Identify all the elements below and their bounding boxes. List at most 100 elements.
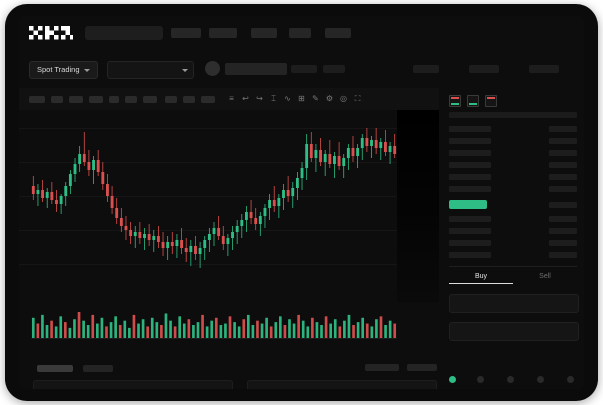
market-header-bar: Spot Trading [19,50,584,88]
timeframe-15m[interactable] [69,96,83,103]
undo-icon[interactable]: ↩ [242,94,249,103]
tablet-device-frame: Spot Trading [5,4,598,401]
fullscreen-icon[interactable]: ⛶ [354,94,361,103]
tab-order-history[interactable] [83,365,113,372]
order-book-row[interactable] [449,216,491,222]
order-book-row-amount [549,126,577,132]
bottom-content-box-right [247,380,437,389]
timeframe-4h[interactable] [109,96,119,103]
draw-icon[interactable]: ✎ [312,94,319,103]
nav-item-markets[interactable] [209,28,237,38]
order-book-row-amount [549,138,577,144]
stat-24h-volume [469,65,499,73]
amount-field[interactable] [449,322,579,341]
chart-toolbar: ≡ ↩ ↪ ⌶ ∿ ⊞ ✎ ⚙ ◎ ⛶ [19,88,439,111]
okx-logo[interactable] [29,25,73,40]
mid-price-amount [549,202,577,208]
coin-avatar [205,61,220,76]
top-navigation-bar [19,16,584,50]
order-book-row-amount [549,174,577,180]
both-depth-icon[interactable] [449,95,461,107]
slider-dot-3[interactable] [537,376,544,383]
slider-dot-1[interactable] [477,376,484,383]
settings-icon[interactable]: ⚙ [325,94,334,103]
candlestick-series [31,128,397,268]
slider-dot-4[interactable] [567,376,574,383]
gridline [19,128,439,129]
chevron-down-icon [83,68,90,72]
stat-24h-low [413,65,439,73]
stat-24h-change [291,65,317,73]
bottom-content-box-left [33,380,233,389]
order-book-and-trade-panel: Buy Sell [441,88,584,389]
order-book-row-amount [549,228,577,234]
order-book-row[interactable] [449,138,491,144]
order-book-row-amount [549,252,577,258]
nav-item-trade[interactable] [171,28,201,38]
buy-depth-icon[interactable] [467,95,479,107]
nav-item-web3[interactable] [289,28,311,38]
candle-type-icon[interactable]: ⌶ [271,94,276,103]
order-book-row[interactable] [449,228,491,234]
order-book-row[interactable] [449,240,491,246]
chart-render-artifact [397,110,439,302]
order-book-row-amount [549,216,577,222]
bottom-right-tab-2[interactable] [407,364,437,371]
chart-tab-depth[interactable] [201,96,215,103]
gridline [19,264,439,265]
timeframe-1d[interactable] [125,96,137,103]
price-chart-panel[interactable] [19,110,439,358]
order-book-row[interactable] [449,252,491,258]
order-book-row[interactable] [449,174,491,180]
tab-sell[interactable]: Sell [539,273,551,280]
amount-slider[interactable] [449,376,577,384]
order-book-row-amount [549,186,577,192]
stat-24h-turnover [529,65,559,73]
timeframe-more[interactable] [165,96,177,103]
market-type-selector[interactable]: Spot Trading [29,61,98,79]
indicator-icon[interactable]: ∿ [284,94,291,103]
buy-sell-tabs: Buy Sell [449,270,577,284]
divider [449,266,577,267]
market-type-label: Spot Trading [37,65,80,74]
order-book-column-headers [449,112,577,118]
order-book-row[interactable] [449,162,491,168]
mid-price-indicator [449,200,487,209]
slider-dot-2[interactable] [507,376,514,383]
price-field[interactable] [449,294,579,313]
snapshot-icon[interactable]: ◎ [340,94,347,103]
bottom-right-tab-1[interactable] [365,364,399,371]
order-book-view-tabs [449,95,497,107]
last-price-value [225,63,287,75]
timeframe-icon[interactable]: ≡ [229,94,234,103]
gridline [19,230,439,231]
tab-open-orders[interactable] [37,365,73,372]
stat-24h-high [323,65,345,73]
search-input[interactable] [85,26,163,40]
trading-pair-selector[interactable] [107,61,194,79]
compare-icon[interactable]: ⊞ [298,94,305,103]
tablet-screen: Spot Trading [19,16,584,389]
nav-item-earn[interactable] [251,28,277,38]
volume-histogram [31,312,397,339]
sell-depth-icon[interactable] [485,95,497,107]
tab-buy[interactable]: Buy [449,270,513,284]
chevron-down-icon [182,69,188,72]
order-book-row[interactable] [449,126,491,132]
timeframe-1w[interactable] [143,96,157,103]
order-book-row-amount [549,162,577,168]
order-book-row[interactable] [449,150,491,156]
order-book-row-amount [549,150,577,156]
chart-tab-trading-view[interactable] [183,96,195,103]
slider-dot-0[interactable] [449,376,456,383]
timeframe-5m[interactable] [51,96,63,103]
order-book-row[interactable] [449,186,491,192]
gridline [19,162,439,163]
nav-item-more[interactable] [325,28,351,38]
redo-icon[interactable]: ↪ [256,94,263,103]
order-book-row-amount [549,240,577,246]
timeframe-1h[interactable] [89,96,103,103]
timeframe-1m[interactable] [29,96,45,103]
gridline [19,196,439,197]
